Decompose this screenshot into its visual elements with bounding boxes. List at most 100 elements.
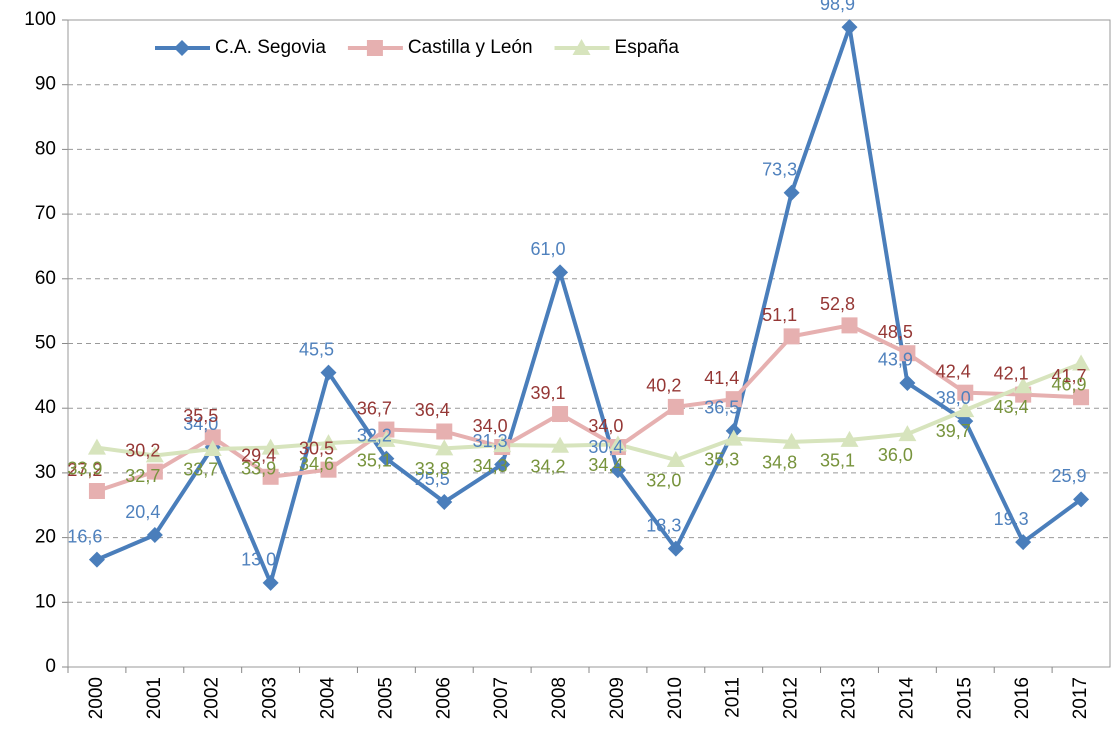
data-label: 45,5 bbox=[299, 339, 334, 359]
x-tick-label: 2016 bbox=[1012, 677, 1033, 719]
data-label: 48,5 bbox=[878, 322, 913, 342]
marker bbox=[262, 468, 279, 485]
x-tick-label: 2011 bbox=[723, 677, 744, 718]
marker bbox=[146, 527, 163, 544]
marker bbox=[262, 574, 279, 591]
data-label: 34,4 bbox=[588, 455, 623, 475]
data-label: 34,3 bbox=[473, 456, 508, 476]
data-label: 27,2 bbox=[67, 460, 102, 480]
x-tick-label: 2017 bbox=[1070, 677, 1091, 719]
data-label: 41,4 bbox=[704, 368, 739, 388]
x-tick-label: 2003 bbox=[260, 677, 281, 719]
data-label: 32,7 bbox=[125, 466, 160, 486]
series-line bbox=[96, 361, 1082, 463]
marker bbox=[725, 391, 742, 408]
marker bbox=[204, 429, 221, 446]
marker bbox=[899, 374, 916, 391]
marker bbox=[724, 429, 743, 446]
data-label: 38,0 bbox=[936, 388, 971, 408]
marker bbox=[261, 438, 280, 455]
data-label: 41,7 bbox=[1052, 366, 1087, 386]
marker bbox=[319, 434, 338, 451]
marker bbox=[320, 364, 337, 381]
x-tick-label: 2008 bbox=[549, 677, 570, 719]
marker bbox=[436, 494, 453, 511]
x-tick-label: 2010 bbox=[665, 677, 686, 719]
data-label: 39,1 bbox=[531, 383, 566, 403]
data-label: 29,4 bbox=[241, 446, 276, 466]
marker bbox=[666, 450, 685, 467]
marker bbox=[957, 384, 974, 401]
legend-label: España bbox=[615, 37, 680, 58]
y-tick-label: 90 bbox=[35, 74, 56, 95]
y-tick-label: 70 bbox=[35, 203, 56, 224]
marker bbox=[552, 406, 569, 423]
data-label: 34,8 bbox=[762, 453, 797, 473]
data-label: 25,5 bbox=[415, 469, 450, 489]
data-label: 52,8 bbox=[820, 294, 855, 314]
x-tick-label: 2000 bbox=[86, 677, 107, 719]
legend-label: Castilla y León bbox=[408, 37, 533, 58]
marker bbox=[841, 19, 858, 36]
marker bbox=[1073, 491, 1090, 508]
data-label: 30,2 bbox=[125, 440, 160, 460]
series-line bbox=[96, 323, 1082, 493]
x-tick-label: 2009 bbox=[607, 677, 628, 719]
data-label: 39,7 bbox=[936, 421, 971, 441]
data-label: 35,3 bbox=[704, 449, 739, 469]
marker bbox=[87, 438, 106, 455]
marker bbox=[667, 398, 684, 415]
data-label: 35,1 bbox=[357, 451, 392, 471]
data-label: 36,4 bbox=[415, 400, 450, 420]
data-label: 34,2 bbox=[531, 456, 566, 476]
series-line bbox=[96, 26, 1083, 589]
data-label: 98,9 bbox=[820, 0, 855, 14]
marker bbox=[493, 436, 512, 453]
data-label: 34,0 bbox=[588, 416, 623, 436]
data-label: 36,5 bbox=[704, 398, 739, 418]
marker bbox=[145, 446, 164, 463]
x-tick-label: 2014 bbox=[896, 677, 917, 720]
marker bbox=[494, 456, 511, 473]
data-label: 35,1 bbox=[820, 451, 855, 471]
x-tick-label: 2012 bbox=[781, 677, 802, 719]
y-tick-label: 60 bbox=[35, 268, 56, 289]
marker bbox=[377, 430, 396, 447]
marker bbox=[88, 551, 105, 568]
marker bbox=[1015, 534, 1032, 551]
marker bbox=[378, 421, 395, 438]
data-label: 33,7 bbox=[183, 460, 218, 480]
marker bbox=[436, 423, 453, 440]
marker bbox=[146, 463, 163, 480]
data-label: 33,8 bbox=[415, 459, 450, 479]
y-tick-label: 50 bbox=[35, 333, 56, 354]
x-tick-label: 2006 bbox=[433, 677, 454, 719]
data-label: 42,1 bbox=[994, 363, 1029, 383]
x-tick-label: 2007 bbox=[491, 677, 512, 719]
data-label: 61,0 bbox=[531, 239, 566, 259]
x-tick-label: 2002 bbox=[202, 677, 223, 719]
y-tick-label: 80 bbox=[35, 138, 56, 159]
marker bbox=[551, 436, 570, 453]
y-tick-label: 100 bbox=[24, 9, 56, 30]
marker bbox=[552, 264, 569, 281]
data-label: 25,9 bbox=[1052, 466, 1087, 486]
data-label: 43,4 bbox=[994, 397, 1029, 417]
marker bbox=[840, 430, 859, 447]
y-tick-label: 0 bbox=[45, 656, 56, 677]
data-label: 34,0 bbox=[183, 414, 218, 434]
marker bbox=[1014, 377, 1033, 394]
data-label: 36,0 bbox=[878, 445, 913, 465]
marker bbox=[609, 462, 626, 479]
data-label: 30,4 bbox=[588, 437, 623, 457]
marker bbox=[572, 39, 591, 55]
marker bbox=[366, 40, 383, 56]
marker bbox=[435, 439, 454, 456]
marker bbox=[783, 184, 800, 201]
x-tick-label: 2013 bbox=[839, 677, 860, 719]
marker bbox=[956, 401, 975, 418]
data-label: 42,4 bbox=[936, 361, 971, 381]
data-label: 33,9 bbox=[67, 458, 102, 478]
marker bbox=[1073, 389, 1090, 406]
data-label: 13,0 bbox=[241, 550, 276, 570]
